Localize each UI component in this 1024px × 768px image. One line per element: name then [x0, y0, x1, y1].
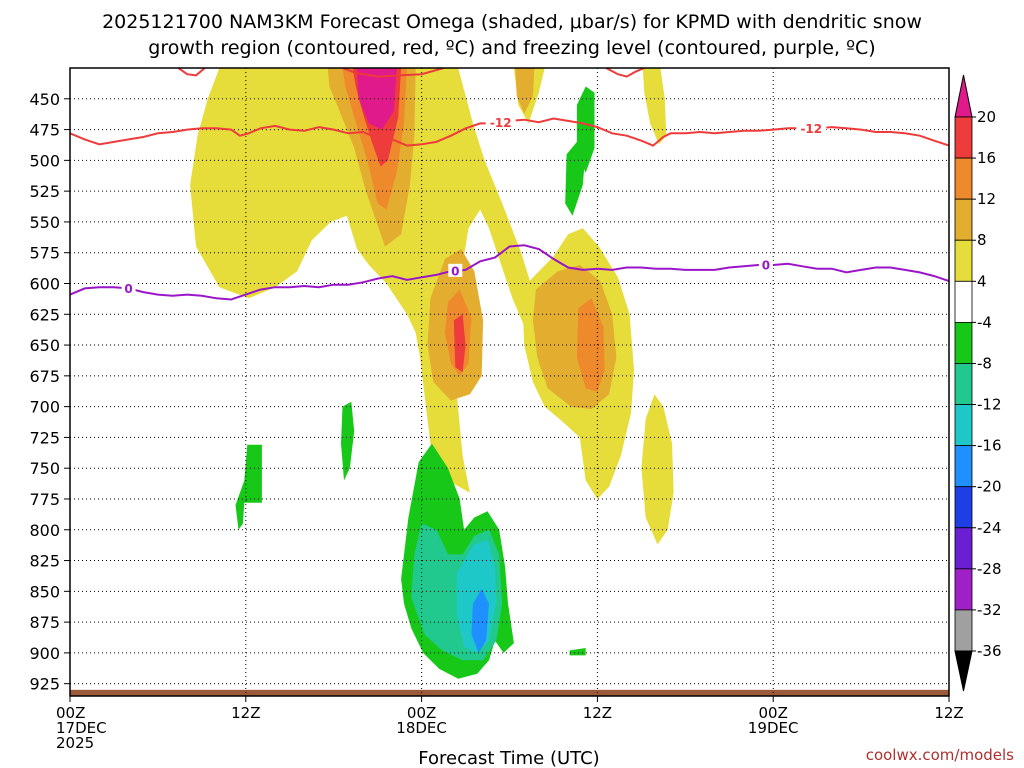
- chart-title-line-1: 2025121700 NAM3KM Forecast Omega (shaded…: [102, 11, 922, 33]
- credit-text: coolwx.com/models: [866, 746, 1014, 764]
- dgz-contour-label: -12: [490, 116, 512, 130]
- x-tick-label: 00Z: [759, 704, 788, 722]
- colorbar-label: -28: [977, 560, 1002, 578]
- colorbar-label: 12: [977, 190, 996, 208]
- omega-region-upper-rise-20: [357, 68, 397, 130]
- y-tick-label: 600: [29, 274, 60, 293]
- colorbar-bin: [954, 445, 973, 488]
- colorbar-label: -36: [977, 642, 1002, 660]
- colorbar-label: -24: [977, 519, 1002, 537]
- y-tick-label: 675: [29, 367, 60, 386]
- omega-shading: [190, 68, 674, 679]
- dgz-label-bg: [485, 115, 516, 129]
- y-tick-label: 925: [29, 675, 60, 694]
- x-tick-label: 2025: [56, 734, 94, 752]
- colorbar-bin: [954, 157, 973, 200]
- dgz-contour-label: -12: [800, 122, 822, 136]
- terrain-layer: [70, 689, 949, 696]
- colorbar-bin: [954, 198, 973, 241]
- colorbar-label: -32: [977, 601, 1002, 619]
- plot-frame: [69, 67, 950, 697]
- dgz-label-bg: [796, 121, 827, 135]
- y-tick-label: 750: [29, 459, 60, 478]
- x-tick-label: 19DEC: [748, 719, 799, 737]
- dgz-contour-segment: [342, 68, 444, 78]
- colorbar-label: -8: [977, 354, 992, 372]
- colorbar: 20 16 12 8 4 -4 -8 -12 -16 -20 -24 -28 -32 -36: [954, 74, 1002, 692]
- colorbar-label: -12: [977, 396, 1002, 414]
- y-tick-label: 500: [29, 151, 60, 170]
- colorbar-top-arrow: [954, 74, 973, 118]
- colorbar-bin: [954, 609, 973, 652]
- x-tick-label: 00Z: [56, 704, 85, 722]
- chart-title-line-2: growth region (contoured, red, ºC) and f…: [148, 37, 875, 59]
- temperature-contours: -12 -12 0 0 0: [70, 68, 949, 301]
- y-tick-label: 450: [29, 90, 60, 109]
- freezing-label-bg: [121, 281, 136, 295]
- y-tick-label: 800: [29, 521, 60, 540]
- y-tick-label: 725: [29, 428, 60, 447]
- freezing-contour-label: 0: [124, 282, 132, 296]
- y-tick-label: 650: [29, 336, 60, 355]
- freezing-label-bg: [758, 258, 773, 272]
- y-tick-label: 825: [29, 552, 60, 571]
- omega-region-sink-16: [471, 588, 489, 653]
- omega-region-small-sink-e: [569, 648, 586, 656]
- omega-region-mid-rise-16: [453, 314, 466, 373]
- colorbar-bin: [954, 486, 973, 529]
- y-tick-label: 475: [29, 121, 60, 140]
- colorbar-bin: [954, 280, 973, 323]
- colorbar-bin: [954, 321, 973, 364]
- y-tick-label: 525: [29, 182, 60, 201]
- colorbar-label: -20: [977, 478, 1002, 496]
- colorbar-label: 16: [977, 149, 996, 167]
- y-tick-label: 575: [29, 244, 60, 263]
- colorbar-bin: [954, 239, 973, 282]
- dgz-contour-segment: [605, 68, 645, 78]
- x-tick-label: 12Z: [231, 704, 260, 722]
- y-axis-ticks: 450 475 500 525 550 575 600 625 650 675 700 725 750 7…: [29, 90, 70, 694]
- x-tick-label: 18DEC: [396, 719, 447, 737]
- omega-region-small-sink-d: [576, 86, 595, 173]
- y-tick-label: 775: [29, 490, 60, 509]
- freezing-contour-label: 0: [451, 264, 459, 278]
- freezing-contour-line: [70, 244, 949, 301]
- colorbar-bottom-arrow: [954, 650, 973, 692]
- freezing-label-bg: [448, 263, 463, 277]
- terrain-band: [70, 689, 949, 696]
- colorbar-bin: [954, 568, 973, 611]
- colorbar-label: -16: [977, 437, 1002, 455]
- y-tick-label: 700: [29, 398, 60, 417]
- y-tick-label: 900: [29, 644, 60, 663]
- colorbar-bin: [954, 404, 973, 447]
- colorbar-label: 8: [977, 231, 987, 249]
- omega-region-right-rise-8: [515, 68, 535, 114]
- x-axis-title: Forecast Time (UTC): [418, 748, 599, 768]
- omega-region-small-sink-a: [235, 444, 262, 530]
- omega-region-upper-right-4: [642, 68, 667, 145]
- colorbar-bin: [954, 527, 973, 570]
- y-tick-label: 875: [29, 613, 60, 632]
- y-tick-label: 625: [29, 305, 60, 324]
- omega-region-lower-right-4: [641, 394, 674, 545]
- y-tick-label: 550: [29, 213, 60, 232]
- x-tick-label: 17DEC: [56, 719, 107, 737]
- x-tick-label: 12Z: [934, 704, 963, 722]
- y-tick-label: 850: [29, 582, 60, 601]
- omega-region-small-sink-b: [341, 401, 355, 481]
- dgz-contour-segment: [177, 68, 206, 77]
- x-tick-label: 00Z: [407, 704, 436, 722]
- colorbar-label: -4: [977, 313, 992, 331]
- colorbar-label: 4: [977, 272, 987, 290]
- x-tick-label: 12Z: [583, 704, 612, 722]
- colorbar-bin: [954, 116, 973, 159]
- colorbar-label: 20: [977, 108, 996, 126]
- freezing-contour-label: 0: [762, 259, 770, 273]
- colorbar-bin: [954, 363, 973, 405]
